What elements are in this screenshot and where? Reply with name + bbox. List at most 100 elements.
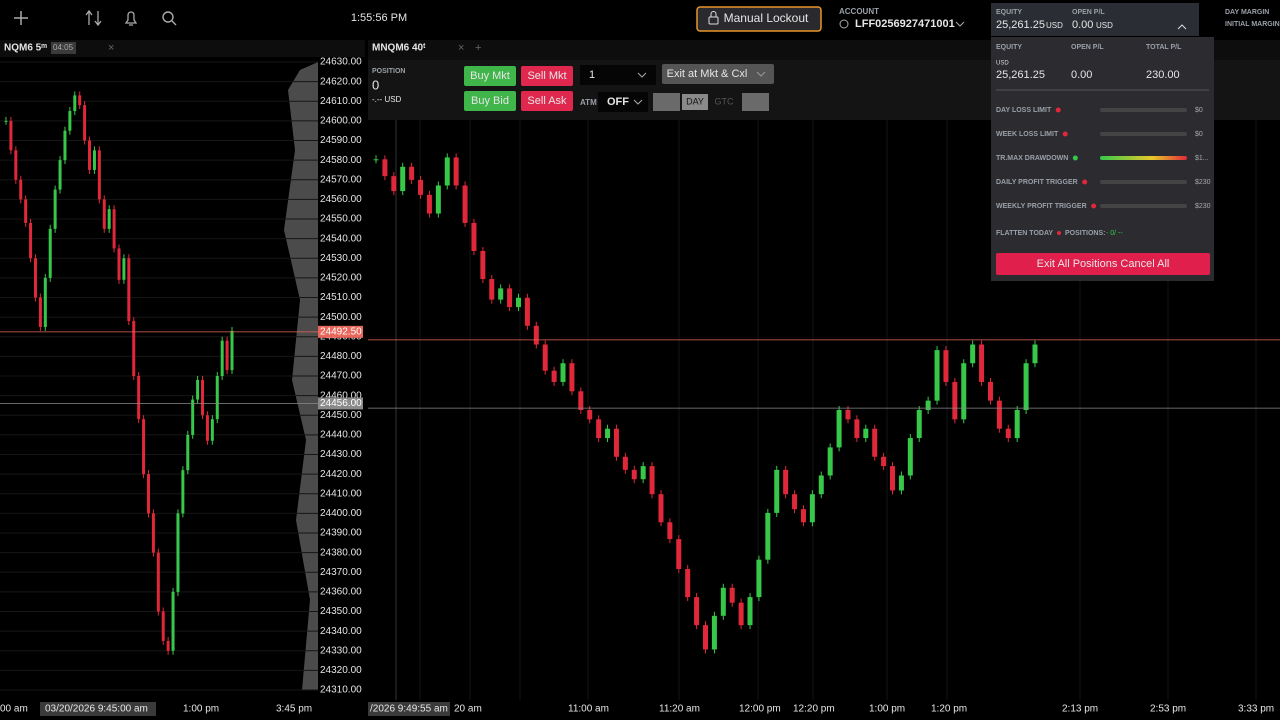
tab-close[interactable]: × (108, 42, 114, 54)
atm-select[interactable] (598, 92, 648, 112)
y-tick-label: 24440.00 (320, 430, 362, 441)
candle (83, 105, 87, 141)
price-marker: 24492.50 (320, 326, 362, 337)
candle (827, 447, 833, 476)
right-tab[interactable]: MNQM6 40ᵗ (372, 43, 426, 54)
add-icon[interactable] (14, 11, 28, 25)
x-tick-label: 20 am (454, 704, 482, 715)
candle (215, 376, 219, 420)
candle (48, 228, 52, 278)
candle (898, 475, 904, 491)
gtc[interactable]: GTC (715, 96, 734, 106)
clock: 1:55:56 PM (351, 12, 407, 24)
y-tick-label: 24540.00 (320, 233, 362, 244)
exit-all-button[interactable] (996, 253, 1210, 275)
candle (19, 179, 23, 200)
day: DAY (686, 96, 704, 106)
y-tick-label: 24360.00 (320, 587, 362, 598)
candle (774, 469, 780, 513)
candle (676, 539, 682, 570)
exit-caret[interactable] (756, 71, 766, 77)
tab-add[interactable]: + (475, 42, 481, 54)
y-tick-label: 24470.00 (320, 371, 362, 382)
x-tick-label: 1:00 pm (183, 704, 219, 715)
candle (14, 150, 18, 180)
limit-track (1100, 180, 1187, 184)
lock-icon (708, 16, 719, 25)
lock-icon-shackle (710, 11, 717, 17)
position-value: -.-- USD (372, 95, 402, 104)
candle (640, 466, 646, 480)
position-label: POSITION (372, 68, 405, 75)
buy-bid-button[interactable] (464, 91, 516, 111)
candle (738, 602, 744, 626)
candle (225, 340, 229, 371)
buy-market-button[interactable] (464, 66, 516, 86)
candle (881, 456, 887, 467)
candle (560, 363, 566, 382)
candle (863, 428, 869, 439)
left-tab[interactable]: NQM6 5ᵐ (4, 43, 47, 54)
equity-label: EQUITY (996, 9, 1022, 16)
settings-button[interactable] (653, 93, 680, 111)
transfer-icon[interactable] (85, 9, 102, 27)
limit-label: TR.MAX DRAWDOWN (996, 155, 1068, 162)
sell-market-button[interactable] (521, 66, 573, 86)
quantity: 1 (589, 69, 595, 81)
y-tick-label: 24370.00 (320, 567, 362, 578)
limit-value: $230 (1195, 179, 1211, 186)
candle (73, 95, 77, 112)
account-id[interactable]: LFF0256927471001 (855, 18, 955, 30)
quantity-input[interactable] (580, 65, 656, 85)
day-toggle[interactable] (682, 94, 708, 110)
candle (471, 222, 477, 251)
y-tick-label: 24550.00 (320, 214, 362, 225)
candle (498, 288, 504, 300)
buy-bid: Buy Bid (471, 95, 509, 107)
candle (444, 157, 450, 186)
left-chart: 24630.00 24620.00 24610.00 24600.00 24590.00… (0, 57, 363, 716)
candle (151, 513, 155, 553)
equity-box[interactable] (991, 3, 1199, 36)
y-tick-label: 24380.00 (320, 547, 362, 558)
candle (171, 591, 175, 651)
settings-button[interactable] (742, 93, 769, 111)
candle (409, 166, 415, 180)
position: 0 (372, 77, 379, 92)
candle (872, 428, 878, 457)
candle (569, 363, 575, 392)
candle (210, 419, 214, 441)
cursor-time-bg (368, 702, 450, 716)
lockout-button[interactable] (696, 6, 822, 32)
search-icon-handle (171, 20, 177, 26)
candle (854, 419, 860, 439)
sell-ask-button[interactable] (521, 91, 573, 111)
bell-icon[interactable] (124, 11, 138, 26)
candle (952, 381, 958, 420)
candle (191, 399, 195, 435)
candle (1005, 428, 1011, 439)
account-caret[interactable] (955, 21, 965, 27)
tab-close[interactable]: × (458, 42, 464, 54)
candle (578, 391, 584, 410)
timer: 04:05 (53, 43, 74, 52)
candle (63, 130, 67, 161)
search-icon[interactable] (162, 11, 174, 23)
right-chart: /2026 9:49:55 am 20 am 11:00 am 11:20 am 12:… (368, 120, 1280, 716)
candle (220, 340, 224, 376)
y-tick-label: 24330.00 (320, 645, 362, 656)
equity-currency: USD (1046, 21, 1063, 30)
open-pl-value: 0.00 (1072, 19, 1093, 31)
lockout-label: Manual Lockout (724, 11, 809, 25)
exit-button[interactable] (662, 64, 774, 84)
y-tick-label: 24430.00 (320, 449, 362, 460)
y-tick-label: 24530.00 (320, 253, 362, 264)
candle (33, 258, 37, 298)
price-marker-bg (318, 397, 363, 410)
candle (29, 222, 33, 259)
collapse-caret[interactable] (1177, 24, 1187, 30)
exit-label: Exit at Mkt & Cxl (667, 68, 748, 80)
candle (230, 330, 234, 371)
